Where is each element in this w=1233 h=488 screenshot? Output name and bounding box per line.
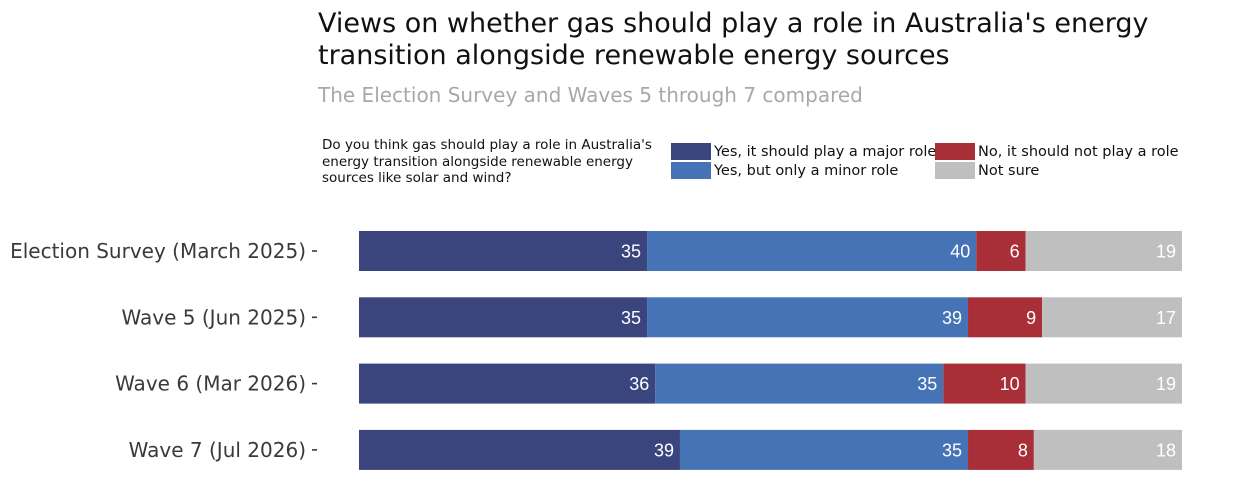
value-label-election-survey-march-2025-yes-but-only-a-minor-role: 40 — [950, 242, 970, 262]
bar-election-survey-march-2025-yes-but-only-a-minor-role — [647, 231, 977, 271]
value-label-wave-5-jun-2025-yes-it-should-play-a-major-role: 35 — [621, 308, 641, 328]
category-label-wave-7-jul-2026: Wave 7 (Jul 2026) — [129, 438, 306, 462]
category-label-wave-6-mar-2026: Wave 6 (Mar 2026) — [115, 372, 306, 396]
bar-election-survey-march-2025-yes-it-should-play-a-major-role — [359, 231, 648, 271]
legend-swatch-no-role — [935, 143, 975, 160]
bar-wave-7-jul-2026-yes-it-should-play-a-major-role — [359, 429, 680, 470]
bar-wave-5-jun-2025-yes-but-only-a-minor-role — [647, 297, 969, 338]
value-label-wave-5-jun-2025-no-it-should-not-play-a-role: 9 — [1026, 308, 1036, 328]
bar-wave-6-mar-2026-yes-it-should-play-a-major-role — [359, 363, 656, 404]
bar-wave-7-jul-2026-no-it-should-not-play-a-role — [968, 429, 1034, 470]
bar-election-survey-march-2025-not-sure — [1025, 231, 1182, 271]
chart-title: Views on whether gas should play a role … — [318, 8, 1149, 71]
legend-label-major-role: Yes, it should play a major role — [714, 143, 937, 160]
bar-wave-7-jul-2026-yes-but-only-a-minor-role — [679, 429, 969, 470]
value-label-wave-5-jun-2025-yes-but-only-a-minor-role: 39 — [942, 308, 962, 328]
value-label-wave-6-mar-2026-no-it-should-not-play-a-role: 10 — [1000, 374, 1020, 394]
bar-wave-5-jun-2025-no-it-should-not-play-a-role — [968, 297, 1043, 338]
bar-wave-5-jun-2025-yes-it-should-play-a-major-role — [359, 297, 648, 338]
category-label-election-survey-march-2025: Election Survey (March 2025) — [10, 239, 306, 263]
legend-label-no-role: No, it should not play a role — [978, 143, 1179, 160]
chart-subtitle: The Election Survey and Waves 5 through … — [318, 83, 863, 107]
value-label-wave-7-jul-2026-yes-but-only-a-minor-role: 35 — [942, 440, 962, 460]
bar-wave-6-mar-2026-yes-but-only-a-minor-role — [655, 363, 944, 404]
value-label-election-survey-march-2025-not-sure: 19 — [1156, 242, 1176, 262]
legend-swatch-major-role — [671, 143, 711, 160]
bar-election-survey-march-2025-no-it-should-not-play-a-role — [976, 231, 1026, 271]
bar-wave-7-jul-2026-not-sure — [1033, 429, 1182, 470]
legend-swatch-not-sure — [935, 162, 975, 179]
value-label-election-survey-march-2025-no-it-should-not-play-a-role: 6 — [1010, 242, 1020, 262]
legend-item-minor-role: Yes, but only a minor role — [671, 162, 898, 179]
bar-wave-6-mar-2026-no-it-should-not-play-a-role — [943, 363, 1026, 404]
value-label-wave-7-jul-2026-yes-it-should-play-a-major-role: 39 — [654, 440, 674, 460]
value-label-election-survey-march-2025-yes-it-should-play-a-major-role: 35 — [621, 242, 641, 262]
legend-swatch-minor-role — [671, 162, 711, 179]
legend-item-not-sure: Not sure — [935, 162, 1039, 179]
bar-wave-6-mar-2026-not-sure — [1025, 363, 1182, 404]
legend-item-no-role: No, it should not play a role — [935, 143, 1179, 160]
bar-wave-5-jun-2025-not-sure — [1042, 297, 1182, 338]
value-label-wave-5-jun-2025-not-sure: 17 — [1156, 308, 1176, 328]
value-label-wave-6-mar-2026-yes-it-should-play-a-major-role: 36 — [629, 374, 649, 394]
value-label-wave-7-jul-2026-no-it-should-not-play-a-role: 8 — [1018, 440, 1028, 460]
legend-item-major-role: Yes, it should play a major role — [671, 143, 936, 160]
value-label-wave-6-mar-2026-yes-but-only-a-minor-role: 35 — [917, 374, 937, 394]
legend-label-not-sure: Not sure — [978, 162, 1040, 179]
legend-label-minor-role: Yes, but only a minor role — [714, 162, 899, 179]
value-label-wave-7-jul-2026-not-sure: 18 — [1156, 440, 1176, 460]
category-label-wave-5-jun-2025: Wave 5 (Jun 2025) — [122, 305, 306, 329]
legend-title: Do you think gas should play a role in A… — [322, 137, 652, 186]
value-label-wave-6-mar-2026-not-sure: 19 — [1156, 374, 1176, 394]
